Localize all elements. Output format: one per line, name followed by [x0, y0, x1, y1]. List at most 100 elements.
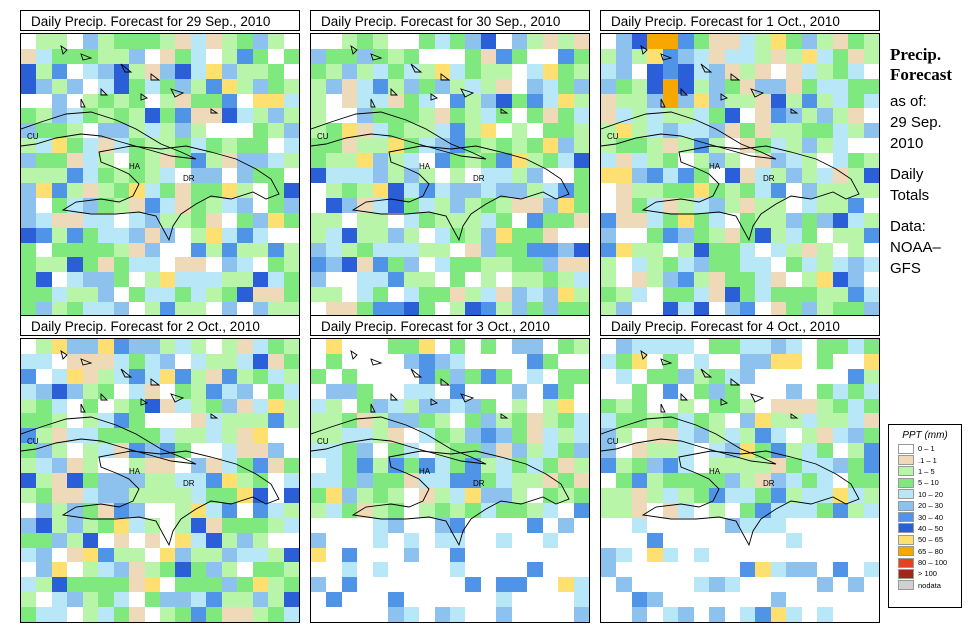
country-label-ha: HA: [419, 162, 431, 171]
precip-cell: [221, 428, 238, 444]
precip-cell: [724, 458, 740, 474]
precip-cell: [357, 473, 373, 488]
precip-cell: [848, 212, 864, 228]
precip-cell: [647, 227, 663, 243]
precip-cell: [113, 547, 130, 563]
precip-cell: [283, 532, 299, 548]
precip-cell: [496, 168, 512, 183]
precip-cell: [434, 577, 450, 593]
precip-cell: [206, 428, 222, 444]
precip-cell: [21, 339, 37, 354]
precip-cell: [190, 153, 207, 169]
precip-cell: [693, 383, 710, 399]
precip-cell: [237, 577, 253, 593]
precip-cell: [221, 287, 238, 303]
precip-cell: [527, 517, 543, 533]
coastline-overlay: [601, 349, 860, 547]
precip-cell: [311, 547, 327, 563]
precip-cell: [144, 287, 160, 303]
precip-cell: [662, 502, 679, 518]
precip-cell: [863, 168, 879, 183]
precip-cell: [511, 197, 528, 213]
precip-cell: [770, 413, 787, 429]
precip-cell: [573, 93, 589, 109]
panel-title: Daily Precip. Forecast for 30 Sep., 2010: [310, 10, 590, 31]
precip-cell: [496, 302, 512, 317]
precip-cell: [616, 182, 632, 198]
precip-cell: [724, 383, 740, 399]
precip-map: CU HA DR: [20, 338, 300, 623]
precip-cell: [82, 532, 99, 548]
precip-cell: [662, 487, 679, 503]
precip-cell: [160, 487, 176, 503]
precip-cell: [129, 562, 145, 578]
precip-cell: [631, 302, 648, 317]
precip-cell: [662, 182, 679, 198]
precip-cell: [268, 197, 284, 213]
precip-cell: [601, 502, 617, 518]
precip-cell: [616, 517, 632, 533]
precip-cell: [801, 383, 818, 399]
precip-cell: [832, 502, 849, 518]
precip-cell: [527, 257, 543, 273]
precip-cell: [403, 227, 420, 243]
precip-cell: [326, 153, 342, 169]
precip-cell: [283, 123, 299, 139]
precip-cell: [573, 517, 589, 533]
precip-cell: [693, 577, 710, 593]
precip-cell: [542, 428, 559, 444]
precip-cell: [237, 443, 253, 459]
precip-cell: [190, 592, 207, 608]
precip-cell: [283, 458, 299, 474]
precip-cell: [863, 473, 879, 488]
precip-cell: [817, 383, 833, 399]
precip-cell: [357, 398, 373, 414]
precip-cell: [51, 383, 68, 399]
precip-cell: [770, 547, 787, 563]
precip-cell: [662, 562, 679, 578]
precip-cell: [450, 153, 466, 169]
precip-cell: [511, 368, 528, 384]
precip-cell: [709, 34, 725, 49]
precip-cell: [770, 272, 787, 288]
precip-cell: [51, 443, 68, 459]
precip-cell: [372, 547, 389, 563]
precip-cell: [542, 242, 559, 258]
precip-cell: [175, 78, 191, 94]
precip-cell: [786, 182, 802, 198]
precip-cell: [311, 607, 327, 622]
precip-cell: [631, 34, 648, 49]
precip-cell: [419, 577, 435, 593]
precip-cell: [252, 138, 269, 154]
precip-cell: [801, 443, 818, 459]
precip-cell: [786, 242, 802, 258]
precip-cell: [724, 562, 740, 578]
precip-cell: [662, 78, 679, 94]
precip-cell: [678, 607, 694, 622]
precip-cell: [480, 339, 497, 354]
precip-cell: [283, 607, 299, 622]
precip-cell: [283, 168, 299, 183]
precip-cell: [190, 607, 207, 622]
precip-cell: [573, 413, 589, 429]
precip-cell: [848, 63, 864, 79]
precip-cell: [511, 182, 528, 198]
precip-cell: [801, 287, 818, 303]
precip-cell: [357, 577, 373, 593]
precip-cell: [709, 123, 725, 139]
precip-cell: [283, 287, 299, 303]
precip-cell: [51, 458, 68, 474]
precip-cell: [98, 34, 114, 49]
precip-cell: [755, 78, 771, 94]
precip-cell: [67, 153, 83, 169]
precip-cell: [527, 592, 543, 608]
precip-cell: [511, 302, 528, 317]
precip-cell: [21, 182, 37, 198]
precip-cell: [678, 48, 694, 64]
precip-cell: [601, 458, 617, 474]
precip-cell: [480, 458, 497, 474]
precip-cell: [709, 108, 725, 124]
precip-cell: [480, 607, 497, 622]
bahamas-coastline: [640, 349, 799, 419]
precip-cell: [863, 413, 879, 429]
